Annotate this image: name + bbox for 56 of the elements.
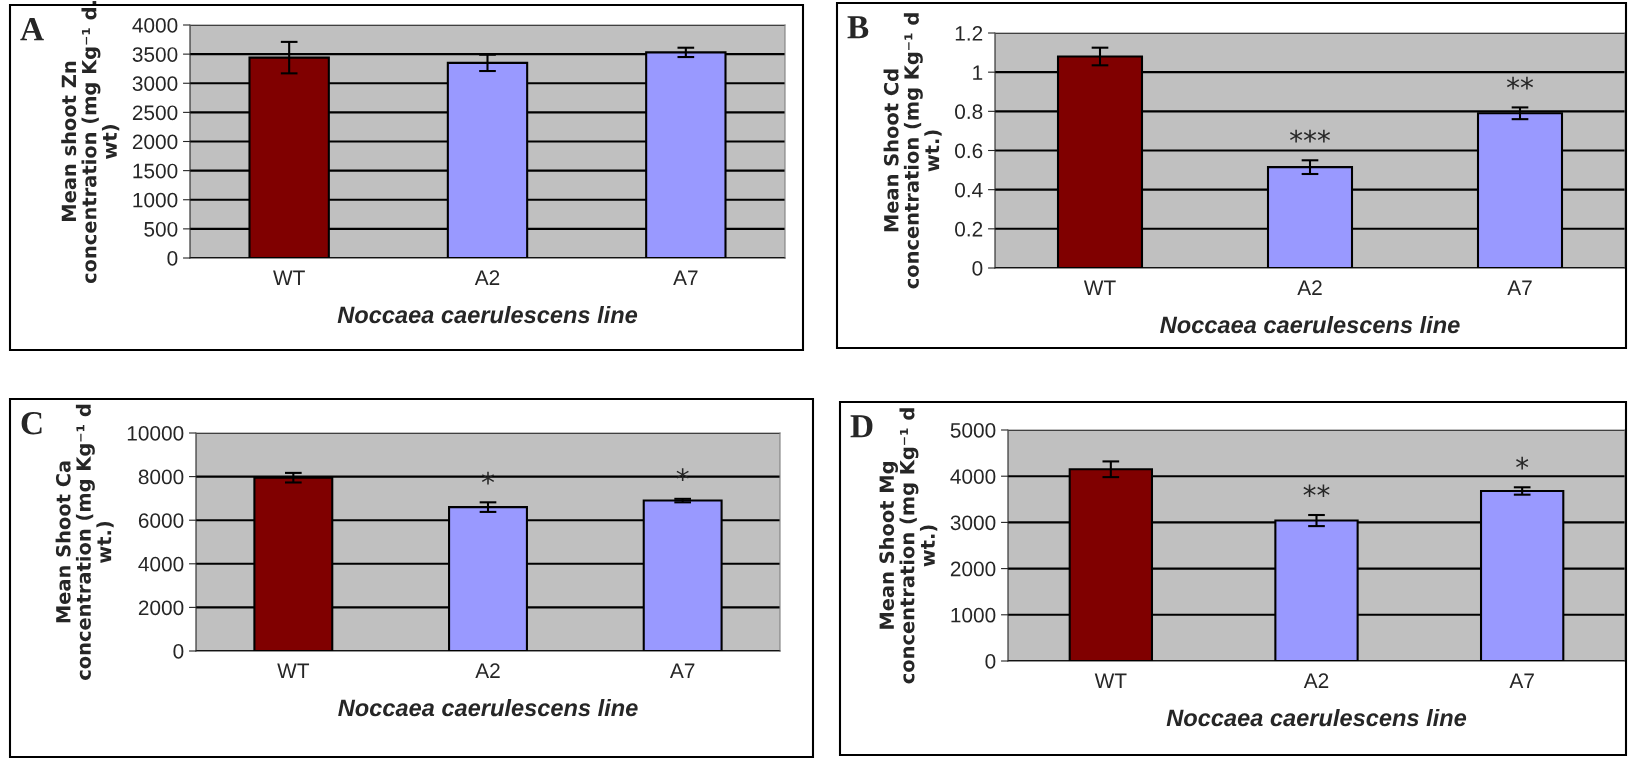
y-tick-label: 0.4 [955,182,983,198]
text: C [21,412,42,435]
x-tick-label: A7 [669,663,695,678]
y-tick-label: 4000 [950,469,996,484]
x-tick-label: WT [1083,280,1116,295]
annotation: *** [1290,129,1330,143]
y-tick-label: 2500 [132,105,178,121]
annotation: ** [1303,484,1330,498]
y-tick-label: 1.2 [955,26,983,41]
y-tick-label: 4000 [138,556,184,572]
y-tick-label: 0 [173,644,184,659]
y-axis-title: Mean shoot Zn concentration (mg Kg⁻¹ d. wt) [61,1,120,284]
x-axis-title: Noccaea caerulescens line [338,698,638,717]
y-tick-label: 3000 [950,515,996,531]
y-tick-label: 3000 [132,76,178,91]
y-axis-title: Mean Shoot Cd concentration (mg Kg⁻¹ d wt.) [883,13,942,289]
text: B [847,16,869,39]
y-tick-label: 6000 [138,513,184,528]
y-axis-title: Mean Shoot Mg concentration (mg Kg⁻¹ d wt.) [879,408,938,684]
x-tick-label: A2 [474,270,500,285]
y-tick-label: 0.6 [955,143,983,159]
text: A [20,18,44,41]
x-tick-label: WT [277,663,310,678]
y-tick-label: 5000 [950,423,996,438]
y-tick-label: 1000 [951,607,996,623]
x-axis-title: Noccaea caerulescens line [1160,315,1460,334]
y-tick-label: 10000 [127,426,184,441]
x-tick-label: A2 [475,663,500,678]
x-tick-label: A7 [673,270,698,285]
x-axis-title: Noccaea caerulescens line [337,305,638,324]
y-tick-label: 500 [144,221,178,237]
x-tick-label: A2 [1303,673,1329,688]
x-tick-label: A7 [1507,280,1532,295]
y-tick-label: 0 [985,654,996,669]
y-tick-label: 1500 [133,163,178,179]
y-axis-title: Mean Shoot Ca concentration (mg Kg⁻¹ d wt.) [55,404,114,680]
text: D [850,415,873,438]
y-tick-label: 2000 [138,600,184,616]
y-tick-label: 2000 [132,134,178,150]
annotation: ** [1506,76,1534,90]
y-tick-label: 2000 [950,561,996,577]
x-tick-label: A2 [1297,280,1322,295]
y-tick-label: 1 [973,65,983,80]
y-tick-label: 3500 [132,47,178,62]
y-tick-label: 0.2 [955,221,983,237]
y-tick-label: 0 [167,251,178,266]
y-tick-label: 1000 [133,192,178,208]
x-tick-label: A7 [1509,673,1534,688]
x-tick-label: WT [273,270,305,285]
y-tick-label: 0.8 [955,104,983,120]
x-axis-title: Noccaea caerulescens line [1166,708,1467,727]
y-tick-label: 8000 [138,469,184,485]
y-tick-label: 0 [972,261,983,276]
y-tick-label: 4000 [132,18,178,33]
x-tick-label: WT [1094,673,1127,688]
annotation: * [1516,456,1529,470]
